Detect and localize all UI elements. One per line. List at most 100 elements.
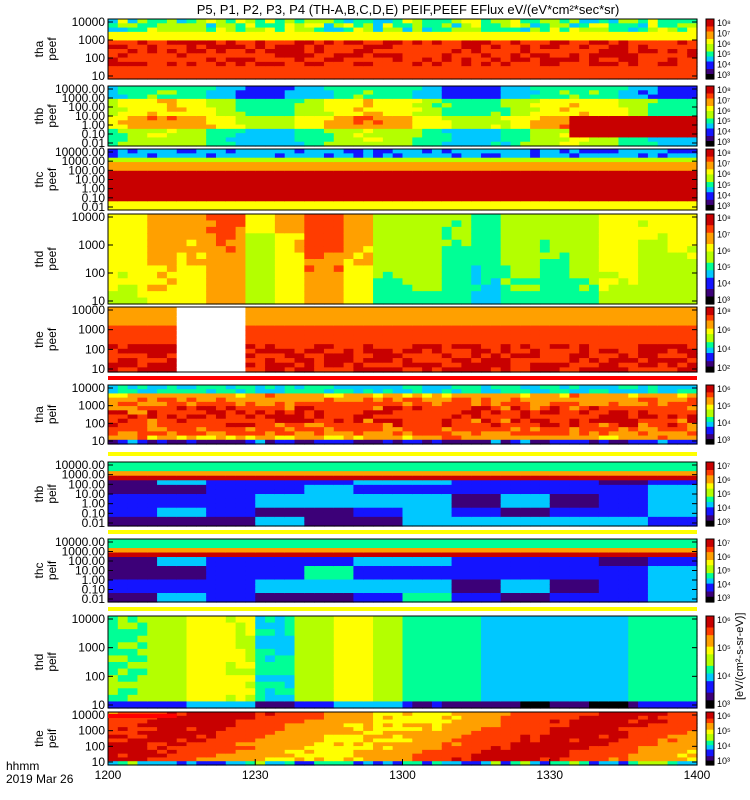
spectrogram-cell [510,226,521,234]
spectrogram-cell [274,19,286,24]
spectrogram-cell [137,27,148,33]
spectrogram-cell [166,271,178,279]
spectrogram-cell [206,137,217,143]
spectrogram-cell [667,23,678,29]
spectrogram-cell [363,439,374,445]
spectrogram-cell [618,61,629,67]
spectrogram-cell [422,316,433,322]
spectrogram-cell [569,348,580,355]
spectrogram-cell [265,418,276,424]
spectrogram-cell [451,320,462,327]
spectrogram-cell [294,330,305,336]
spectrogram-cell [520,205,531,211]
colorbar-frame [705,148,715,211]
spectrogram-cell [323,358,335,364]
spectrogram-cell [382,385,394,390]
spectrogram-cell [559,157,570,163]
spectrogram-cell [127,128,139,134]
spectrogram-cell [559,320,570,327]
spectrogram-cell [196,86,207,91]
spectrogram-cell [166,439,178,445]
spectrogram-cell [196,291,207,299]
spectrogram-cell [314,116,325,121]
spectrogram-cell [500,27,512,33]
spectrogram-cell [687,183,698,189]
spectrogram-cell [117,153,129,159]
spectrogram-cell [206,90,217,96]
spectrogram-cell [284,166,296,172]
spectrogram-cell [215,320,227,327]
spectrogram-cell [294,36,305,42]
spectrogram-cell [657,90,669,96]
spectrogram-cell [108,153,119,159]
spectrogram-cell [402,439,413,445]
spectrogram-cell [687,149,698,154]
spectrogram-cell [647,265,659,273]
spectrogram-cell [402,397,413,403]
spectrogram-cell [157,49,168,54]
spectrogram-cell [196,220,207,228]
spectrogram-cell [657,278,669,286]
spectrogram-cell [559,271,570,279]
spectrogram-cell [392,162,404,168]
y-tick-label: 0.10 [82,127,106,141]
spectrogram-cell [530,239,541,247]
spectrogram-cell [215,291,227,299]
spectrogram-cell [196,367,207,373]
spectrogram-cell [255,397,266,403]
spectrogram-cell [451,284,462,292]
spectrogram-cell [127,166,139,172]
spectrogram-cell [638,291,649,299]
spectrogram-cell [441,339,453,345]
y-tick-label: 0.10 [82,191,106,205]
spectrogram-cell [274,410,286,416]
spectrogram-cell [127,334,139,341]
spectrogram-cell [441,427,453,432]
spectrogram-cell [186,385,197,390]
spectrogram-cell [274,401,286,407]
spectrogram-cell [373,179,384,185]
spectrogram-cell [186,330,197,336]
spectrogram-cell [108,265,119,273]
spectrogram-cell [422,40,433,46]
spectrogram-cell [647,320,659,327]
spectrogram-cell [176,31,188,37]
spectrogram-cell [225,57,237,63]
spectrogram-cell [520,86,531,91]
spectrogram-cell [274,27,286,33]
colorbar-frame [705,306,715,373]
spectrogram-cell [314,311,325,317]
spectrogram-cell [235,385,247,390]
spectrogram-cell [304,271,315,279]
spectrogram-cell [422,111,433,117]
spectrogram-cell [215,385,227,390]
spectrogram-cell [206,278,217,286]
spectrogram-cell [490,239,502,247]
spectrogram-cell [500,297,512,305]
spectrogram-cell [314,406,325,411]
spectrogram-cell [412,226,423,234]
spectrogram-cell [363,278,374,286]
spectrogram-cell [569,31,580,37]
colorbar-cell [706,41,714,45]
spectrogram-cell [274,49,286,54]
spectrogram-cell [402,252,413,260]
spectrogram-cell [225,149,237,154]
spectrogram-cell [598,40,610,46]
colorbar-cell [706,149,714,153]
spectrogram-cell [392,427,404,432]
colorbar-cell [706,307,714,311]
spectrogram-cell [294,116,305,121]
spectrogram-cell [333,344,345,350]
spectrogram-cell [147,265,158,273]
spectrogram-cell [255,57,266,63]
spectrogram-cell [589,36,600,42]
spectrogram-cell [638,166,649,172]
spectrogram-cell [117,61,129,67]
spectrogram-cell [569,325,580,331]
spectrogram-cell [451,116,462,121]
spectrogram-cell [589,137,600,143]
spectrogram-cell [373,166,384,172]
spectrogram-cell [127,353,139,359]
spectrogram-cell [353,439,364,445]
